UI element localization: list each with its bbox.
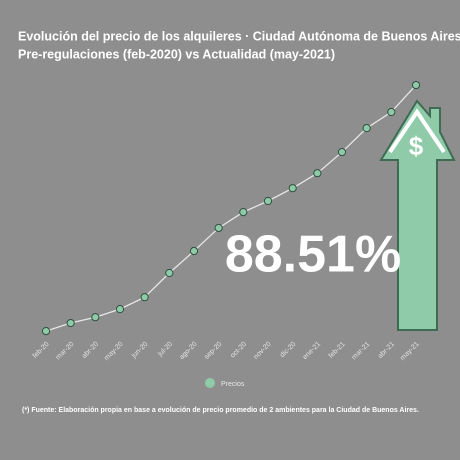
point <box>140 293 149 302</box>
point <box>263 196 273 206</box>
point <box>41 327 51 336</box>
point <box>214 223 223 233</box>
chart-title: Evolución del precio de los alquileres ·… <box>18 29 460 43</box>
annotation: 88.51% <box>225 226 401 284</box>
point <box>387 107 396 117</box>
point <box>115 305 125 314</box>
line <box>45 84 417 332</box>
point <box>239 208 248 217</box>
point <box>337 147 347 157</box>
point <box>313 169 322 178</box>
legend-marker <box>205 378 215 388</box>
point <box>362 124 371 133</box>
point <box>66 318 75 328</box>
chart-subtitle: Pre-regulaciones (feb-2020) vs Actualida… <box>18 47 335 61</box>
point <box>288 184 297 193</box>
arrow-icon <box>379 99 456 331</box>
footnote: (*) Fuente: Elaboración propia en base a… <box>22 407 419 414</box>
point <box>411 80 421 90</box>
arrow-label: $ <box>409 131 424 161</box>
point <box>91 313 100 322</box>
point <box>189 246 199 256</box>
legend-label: Precios <box>221 381 245 388</box>
point <box>165 268 174 278</box>
